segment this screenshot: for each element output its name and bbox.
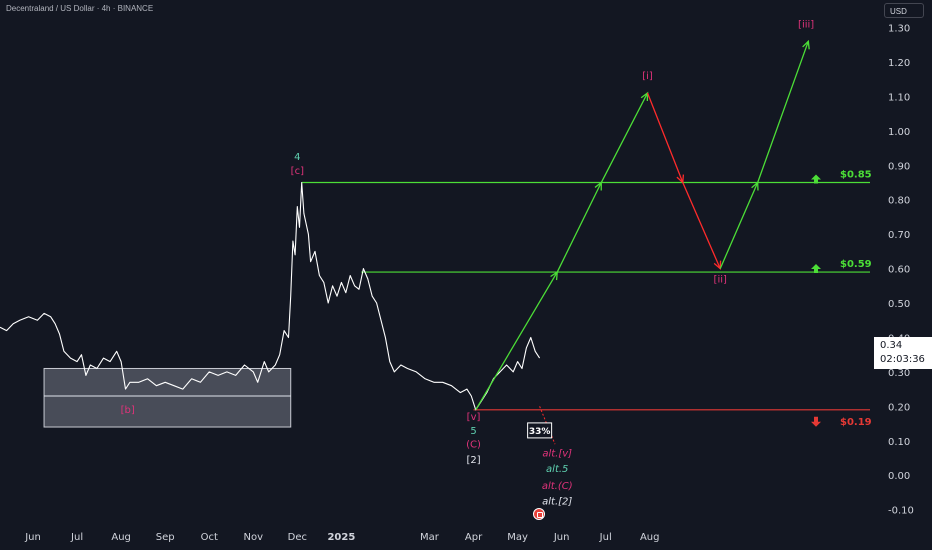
projection-arrowhead-6 bbox=[802, 39, 810, 50]
y-tick-label-8: 0.50 bbox=[888, 299, 910, 310]
arrow-up-icon bbox=[811, 174, 821, 184]
y-tick-label-13: 0.00 bbox=[888, 471, 910, 482]
level-label-2: $0.19 bbox=[840, 417, 872, 428]
wave-label-9: [iii] bbox=[798, 20, 814, 31]
y-tick-label-4: 0.90 bbox=[888, 161, 910, 172]
price-line bbox=[0, 181, 541, 411]
y-tick-label-5: 0.80 bbox=[888, 196, 910, 207]
price-series bbox=[0, 181, 541, 411]
wave-label-10: alt.[v] bbox=[542, 448, 572, 459]
x-tick-label-1: Jul bbox=[70, 532, 83, 543]
y-tick-label-12: 0.10 bbox=[888, 437, 910, 448]
x-tick-label-2: Aug bbox=[111, 532, 131, 543]
level-label-0: $0.85 bbox=[840, 170, 872, 181]
wave-label-11: alt.5 bbox=[546, 464, 568, 475]
x-tick-label-11: Jun bbox=[553, 532, 570, 543]
wave-label-6: [2] bbox=[466, 455, 480, 466]
projection-segment-5 bbox=[719, 182, 759, 269]
wave-label-0: 4 bbox=[294, 152, 300, 163]
y-tick-label-0: 1.30 bbox=[888, 24, 910, 35]
wave-labels: 4 [c] [b] [v] 5 (C) [2] [i] [ii] [iii] alt.[v] alt.… bbox=[121, 20, 815, 508]
x-tick-label-9: Apr bbox=[465, 532, 483, 543]
projection-segment-4 bbox=[682, 182, 721, 269]
y-tick-label-11: 0.20 bbox=[888, 402, 910, 413]
level-label-1: $0.59 bbox=[840, 259, 872, 270]
price-axis: 1.301.201.101.000.900.800.700.600.500.40… bbox=[888, 24, 914, 517]
y-tick-label-2: 1.10 bbox=[888, 92, 910, 103]
arrow-up-icon bbox=[811, 264, 821, 274]
range-zone bbox=[43, 367, 292, 428]
y-tick-label-3: 1.00 bbox=[888, 127, 910, 138]
wave-label-3: [v] bbox=[467, 412, 481, 423]
projection-segment-1 bbox=[556, 182, 602, 273]
y-tick-label-7: 0.60 bbox=[888, 265, 910, 276]
x-tick-label-3: Sep bbox=[156, 532, 175, 543]
wave-label-8: [ii] bbox=[714, 274, 727, 285]
currency-button[interactable]: USD bbox=[884, 3, 924, 18]
projection-segment-6 bbox=[757, 41, 809, 183]
projection-paths bbox=[475, 39, 810, 445]
last-price-tag: 0.34 02:03:36 bbox=[874, 337, 932, 369]
x-tick-label-13: Aug bbox=[640, 532, 660, 543]
projection-segment-0 bbox=[475, 271, 558, 411]
x-tick-label-12: Jul bbox=[599, 532, 612, 543]
probability-badge bbox=[527, 422, 553, 439]
wave-label-13: alt.[2] bbox=[542, 497, 572, 508]
arrow-down-icon bbox=[811, 416, 821, 427]
wave-label-4: 5 bbox=[470, 426, 476, 437]
x-tick-label-0: Jun bbox=[24, 532, 41, 543]
range-box bbox=[43, 367, 292, 428]
x-tick-label-10: May bbox=[507, 532, 528, 543]
bar-countdown: 02:03:36 bbox=[880, 354, 925, 365]
projection-segment-2 bbox=[600, 92, 649, 183]
tradingview-logo-icon bbox=[533, 508, 545, 520]
wave-label-2: [b] bbox=[121, 405, 135, 416]
wave-label-7: [i] bbox=[642, 71, 653, 82]
y-tick-label-6: 0.70 bbox=[888, 230, 910, 241]
symbol-header: Decentraland / US Dollar · 4h · BINANCE bbox=[6, 4, 154, 13]
y-tick-label-14: -0.10 bbox=[888, 506, 914, 517]
x-tick-label-6: Dec bbox=[288, 532, 307, 543]
probability-badge-text: 33% bbox=[529, 427, 551, 437]
x-tick-label-7: 2025 bbox=[327, 532, 355, 543]
last-price-value: 0.34 bbox=[880, 340, 903, 351]
wave-label-1: [c] bbox=[291, 166, 304, 177]
level-lines: $0.85 $0.59 $0.19 bbox=[301, 170, 872, 428]
x-tick-label-8: Mar bbox=[420, 532, 440, 543]
wave-label-12: alt.(C) bbox=[542, 481, 573, 492]
x-tick-label-4: Oct bbox=[201, 532, 218, 543]
wave-label-5: (C) bbox=[466, 440, 481, 451]
x-tick-label-5: Nov bbox=[244, 532, 264, 543]
projection-segment-3 bbox=[646, 92, 684, 183]
y-tick-label-1: 1.20 bbox=[888, 58, 910, 69]
y-tick-label-10: 0.30 bbox=[888, 368, 910, 379]
time-axis: Jun Jul Aug Sep Oct Nov Dec 2025 Mar Apr May Jun Jul… bbox=[24, 532, 659, 543]
